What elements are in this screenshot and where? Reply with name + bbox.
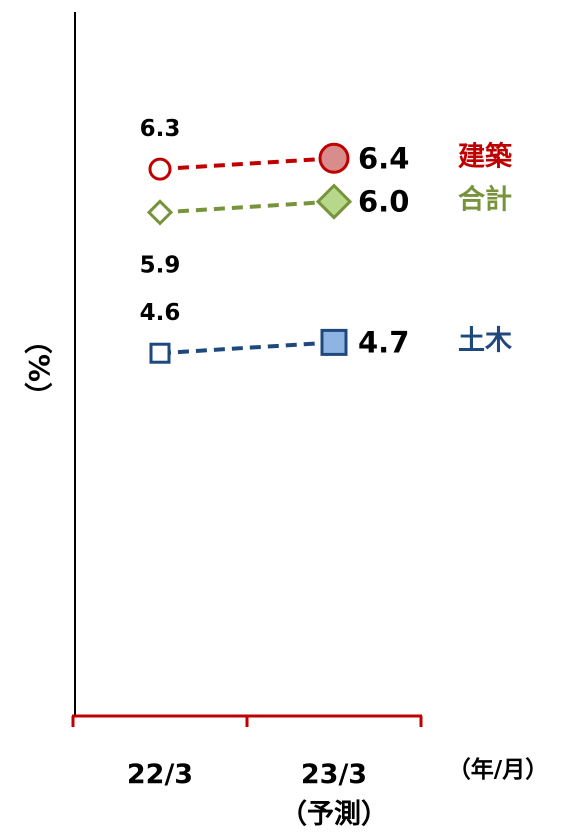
series-line-circle bbox=[159, 156, 335, 172]
data-label-square-22-3: 4.6 bbox=[140, 300, 181, 326]
data-label-circle-22-3: 6.3 bbox=[140, 116, 181, 142]
series-name-label-circle: 建築 bbox=[458, 140, 513, 172]
series-diamond-point-2 bbox=[315, 183, 353, 220]
x-axis-unit-label: （年/月） bbox=[448, 756, 548, 783]
series-circle-point-2 bbox=[318, 142, 350, 174]
y-axis-label: （%） bbox=[23, 326, 56, 410]
series-name-label-diamond: 合計 bbox=[458, 184, 512, 216]
series-diamond-point-1 bbox=[146, 199, 174, 226]
series-square-point-2 bbox=[320, 328, 348, 356]
data-label-square-23-3: 4.7 bbox=[358, 325, 409, 359]
series-name-label-square: 土木 bbox=[458, 325, 512, 356]
series-square-point-1 bbox=[149, 342, 171, 364]
series-line-square bbox=[159, 340, 335, 356]
data-label-circle-23-3: 6.4 bbox=[358, 141, 409, 175]
data-label-diamond-22-3: 5.9 bbox=[140, 252, 181, 278]
data-label-diamond-23-3: 6.0 bbox=[358, 185, 409, 219]
x-tick-label-22-3: 22/3 bbox=[127, 759, 193, 790]
series-circle-point-1 bbox=[148, 157, 172, 181]
x-tick-label-23-3: 23/3 bbox=[301, 759, 367, 790]
x-tick-note-forecast: （予測） bbox=[280, 799, 388, 830]
series-marks: 6.3 6.4 建築 5.9 6.0 合計 4.6 4.7 土木 bbox=[140, 116, 513, 364]
series-line-diamond bbox=[159, 199, 335, 215]
